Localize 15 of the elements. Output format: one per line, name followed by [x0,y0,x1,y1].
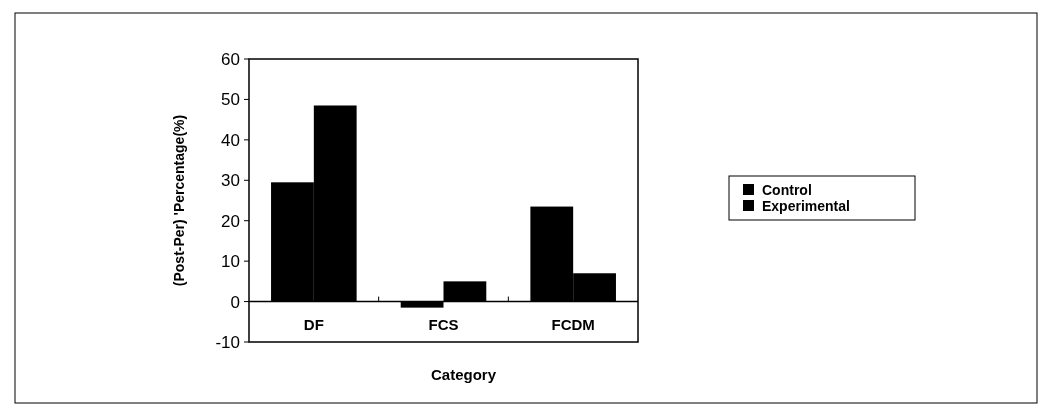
legend-label: Experimental [762,197,850,214]
legend-label: Control [762,181,812,198]
y-tick-label: -10 [215,332,240,352]
y-tick-label: 30 [221,171,240,191]
x-axis-title: Category [430,366,497,383]
y-tick-label: 40 [221,130,240,150]
y-tick-label: 0 [230,292,240,312]
y-tick-label: 10 [221,252,240,272]
y-tick-label: 50 [221,90,240,110]
x-tick-label: FCDM [551,315,595,333]
x-tick-label: FCS [428,315,459,333]
x-tick-label: DF [303,315,324,333]
y-axis-title: (Post-Per) 'Percentage(%) [171,114,187,287]
y-tick-label: 20 [221,211,240,231]
y-tick-label: 60 [221,49,240,69]
